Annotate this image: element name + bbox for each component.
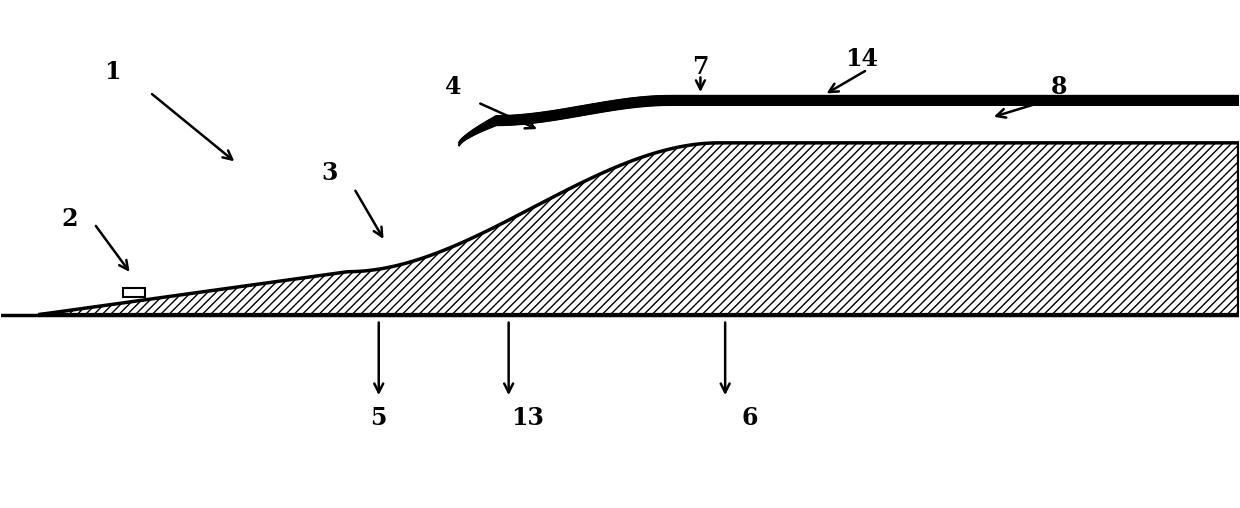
- Bar: [123, 288, 145, 297]
- Text: 14: 14: [844, 47, 878, 72]
- Text: 6: 6: [742, 406, 758, 430]
- Text: 3: 3: [321, 161, 337, 185]
- Text: 13: 13: [511, 406, 543, 430]
- Polygon shape: [459, 96, 1239, 145]
- Polygon shape: [38, 143, 1239, 314]
- Text: 5: 5: [371, 406, 387, 430]
- Text: 2: 2: [61, 207, 78, 231]
- Text: 1: 1: [104, 60, 122, 84]
- Text: 8: 8: [1052, 75, 1068, 99]
- Text: 7: 7: [692, 55, 709, 79]
- Text: 4: 4: [445, 75, 461, 99]
